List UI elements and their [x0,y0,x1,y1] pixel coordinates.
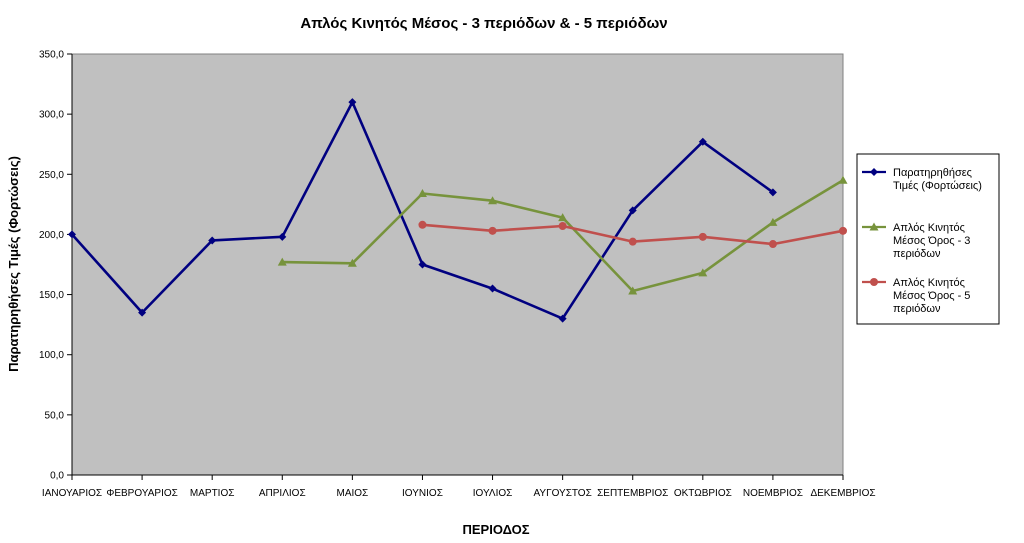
x-axis-label: ΠΕΡΙΟΔΟΣ [462,522,529,537]
data-point [277,257,287,266]
y-tick-label: 200,0 [39,230,64,241]
x-tick-label: ΑΥΓΟΥΣΤΟΣ [533,488,591,499]
data-point [278,232,287,241]
legend-label: περιόδων [893,303,941,315]
y-axis-label: Παρατηρηθήσες Τιμές (Φορτώσεις) [6,156,21,372]
y-axis: 0,0 50,0 100,0 150,0 200,0 250,0 300,0 350,0 [39,50,73,482]
series-2 [277,175,848,295]
data-point [768,217,778,226]
data-point [698,137,707,146]
x-axis: ΙΑΝΟΥΑΡΙΟΣ ΦΕΒΡΟΥΑΡΙΟΣ ΜΑΡΤΙΟΣ ΑΠΡΙΛΙΟΣ ΜΑΙΟ… [42,474,876,499]
series-1 [68,98,777,323]
data-point [628,206,637,215]
data-point [698,232,707,241]
x-tick-label: ΑΠΡΙΛΙΟΣ [259,488,306,499]
y-tick-label: 350,0 [39,50,64,61]
data-point [348,98,357,107]
chart-title: Απλός Κινητός Μέσος - 3 περιόδων & - 5 π… [300,15,667,32]
data-point [417,189,427,198]
data-point [768,188,777,197]
data-point [488,226,497,235]
series-3 [418,220,847,249]
data-point [628,286,638,295]
legend-label: περιόδων [893,248,941,260]
data-point [628,237,637,246]
data-point [870,168,878,176]
data-point [839,226,847,235]
x-tick-label: ΣΕΠΤΕΜΒΡΙΟΣ [597,488,668,499]
series-group [68,98,848,323]
data-point [838,175,848,184]
data-point [768,240,777,249]
legend-label: Παρατηρηθήσες [893,167,972,179]
legend-box [856,153,1000,325]
data-point [208,236,217,245]
x-tick-label: ΙΑΝΟΥΑΡΙΟΣ [42,488,102,499]
legend-label: Απλός Κινητός [893,222,965,234]
data-point [870,278,878,286]
data-point [488,196,498,205]
x-tick-label: ΜΑΙΟΣ [336,488,368,499]
legend-label: Τιμές (Φορτώσεις) [893,180,982,192]
x-tick-label: ΜΑΡΤΙΟΣ [190,488,235,499]
data-point [869,222,879,231]
y-tick-label: 100,0 [39,350,64,361]
x-tick-label: ΝΟΕΜΒΡΙΟΣ [743,488,803,499]
y-tick-label: 150,0 [39,290,64,301]
legend-label: Μέσος Όρος - 3 [893,235,970,247]
x-tick-label: ΟΚΤΩΒΡΙΟΣ [674,488,732,499]
y-tick-label: 50,0 [45,410,65,421]
y-tick-label: 0,0 [50,471,64,482]
x-tick-label: ΙΟΥΛΙΟΣ [473,488,513,499]
data-point [347,258,357,267]
x-tick-label: ΔΕΚΕΜΒΡΙΟΣ [810,488,875,499]
x-tick-label: ΙΟΥΝΙΟΣ [402,488,443,499]
data-point [558,314,567,323]
data-point [68,230,76,239]
data-point [558,213,568,222]
y-tick-label: 250,0 [39,170,64,181]
y-tick-label: 300,0 [39,110,64,121]
data-point [558,222,567,231]
legend-label: Μέσος Όρος - 5 [893,290,970,302]
data-point [488,284,497,293]
data-point [138,308,147,317]
x-tick-label: ΦΕΒΡΟΥΑΡΙΟΣ [106,488,177,499]
legend-label: Απλός Κινητός [893,277,965,289]
data-point [418,260,427,269]
data-point [418,220,427,229]
data-point [698,268,708,277]
